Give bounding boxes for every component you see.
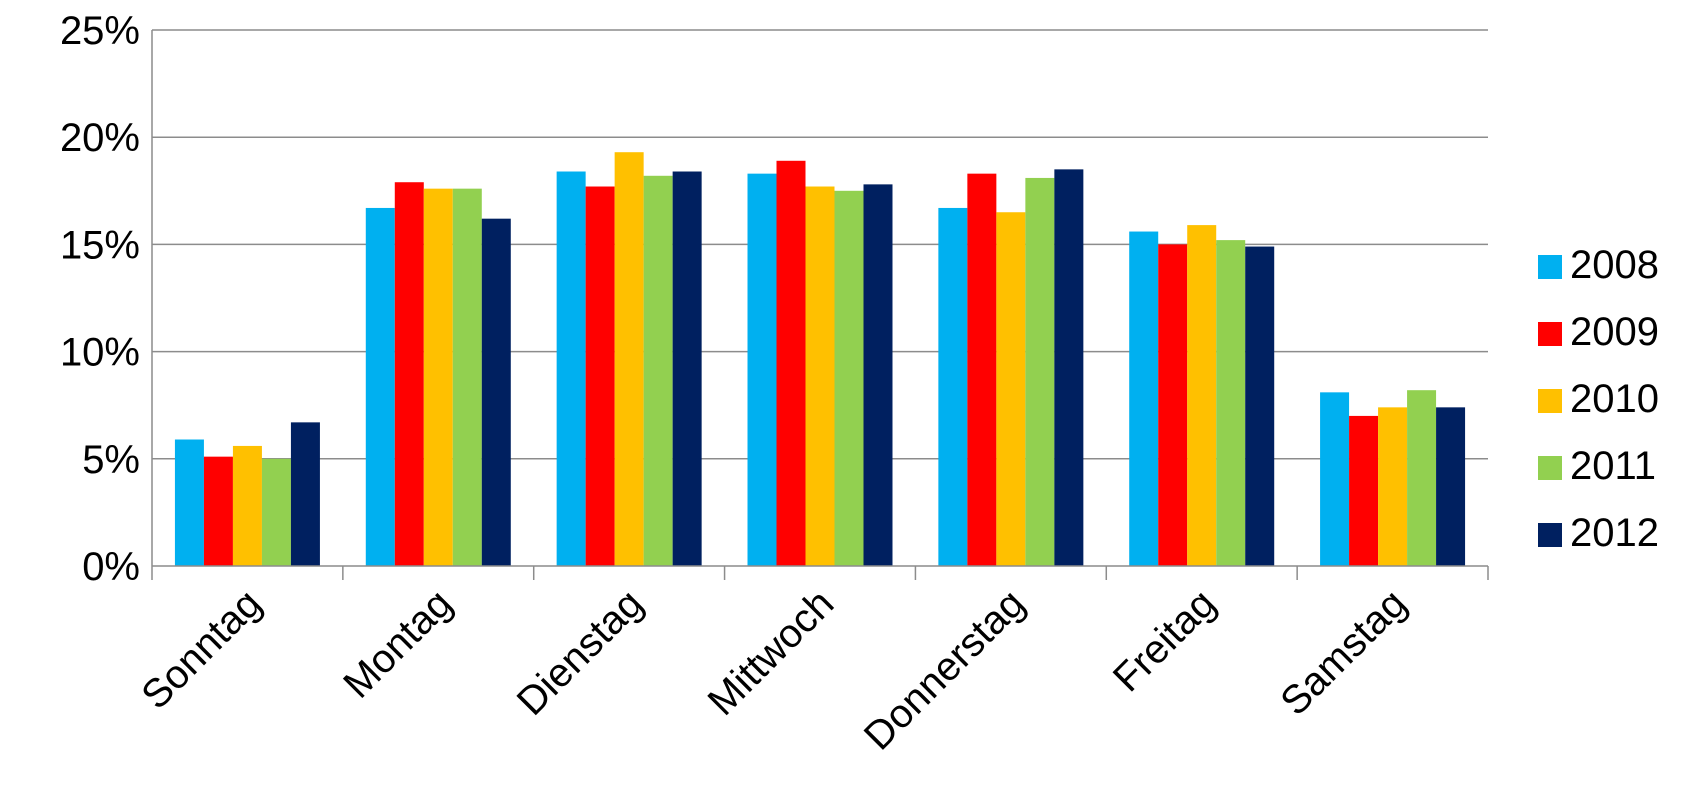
- bar-2012-Sonntag: [290, 422, 320, 566]
- legend-swatch: [1538, 523, 1562, 547]
- bar-2008-Sonntag: [174, 439, 204, 566]
- bar-2011-Samstag: [1407, 390, 1437, 566]
- bar-2012-Mittwoch: [863, 184, 893, 567]
- x-category-label: Mittwoch: [700, 581, 843, 724]
- bar-2010-Dienstag: [614, 152, 644, 566]
- x-category-label: Sonntag: [133, 581, 269, 717]
- legend-label: 2008: [1570, 243, 1659, 287]
- bar-2008-Montag: [365, 207, 395, 566]
- bar-2010-Sonntag: [232, 445, 262, 566]
- bar-2010-Donnerstag: [996, 212, 1026, 567]
- bar-2009-Samstag: [1349, 415, 1379, 566]
- bar-2012-Montag: [481, 218, 511, 566]
- bar-2009-Dienstag: [585, 186, 615, 566]
- bar-2012-Donnerstag: [1054, 169, 1084, 567]
- bar-2008-Donnerstag: [938, 207, 968, 566]
- bar-2011-Montag: [452, 188, 482, 566]
- bar-2009-Donnerstag: [967, 173, 997, 566]
- bar-2009-Freitag: [1158, 244, 1188, 566]
- y-tick-label: 20%: [60, 116, 140, 160]
- bar-2012-Freitag: [1245, 246, 1275, 566]
- y-tick-label: 25%: [60, 9, 140, 53]
- bar-2010-Freitag: [1187, 225, 1217, 566]
- x-category-label: Freitag: [1105, 581, 1224, 700]
- x-category-label: Dienstag: [509, 581, 652, 724]
- y-axis-ticks: 0% 5% 10% 15% 20% 25%: [60, 9, 140, 589]
- category-labels: Sonntag Montag Dienstag Mittwoch Donnerstag F…: [133, 581, 1415, 758]
- legend-swatch: [1538, 322, 1562, 346]
- y-tick-label: 15%: [60, 223, 140, 267]
- bar-2012-Samstag: [1436, 407, 1466, 566]
- legend-swatch: [1538, 255, 1562, 279]
- bar-2011-Donnerstag: [1025, 177, 1055, 566]
- bar-2011-Dienstag: [643, 175, 673, 567]
- legend-label: 2011: [1570, 444, 1656, 488]
- bar-2009-Mittwoch: [776, 160, 806, 566]
- bar-2012-Dienstag: [672, 171, 702, 566]
- y-tick-label: 10%: [60, 331, 140, 375]
- x-axis: [151, 30, 1489, 580]
- legend-label: 2010: [1570, 377, 1659, 421]
- legend-swatch: [1538, 389, 1562, 413]
- bar-2011-Sonntag: [261, 458, 291, 566]
- legend-label: 2009: [1570, 310, 1659, 354]
- y-tick-label: 5%: [82, 438, 140, 482]
- x-category-label: Samstag: [1272, 581, 1415, 724]
- bar-2008-Freitag: [1129, 231, 1159, 566]
- bar-2009-Montag: [394, 182, 424, 566]
- legend-label: 2012: [1570, 511, 1659, 555]
- y-tick-label: 0%: [82, 545, 140, 589]
- bar-2008-Dienstag: [556, 171, 586, 566]
- bar-2010-Samstag: [1378, 407, 1408, 566]
- bar-2008-Samstag: [1320, 392, 1350, 566]
- bar-2009-Sonntag: [203, 456, 233, 566]
- x-category-label: Montag: [335, 581, 460, 706]
- bar-2011-Mittwoch: [834, 190, 864, 567]
- legend: 2008 2009 2010 2011 2012: [1538, 243, 1659, 555]
- legend-swatch: [1538, 456, 1562, 480]
- x-category-label: Donnerstag: [856, 581, 1033, 758]
- bar-2008-Mittwoch: [747, 173, 777, 566]
- bar-2010-Montag: [423, 188, 453, 566]
- bars: [174, 152, 1466, 567]
- bar-2010-Mittwoch: [805, 186, 835, 566]
- bar-2011-Freitag: [1216, 240, 1246, 566]
